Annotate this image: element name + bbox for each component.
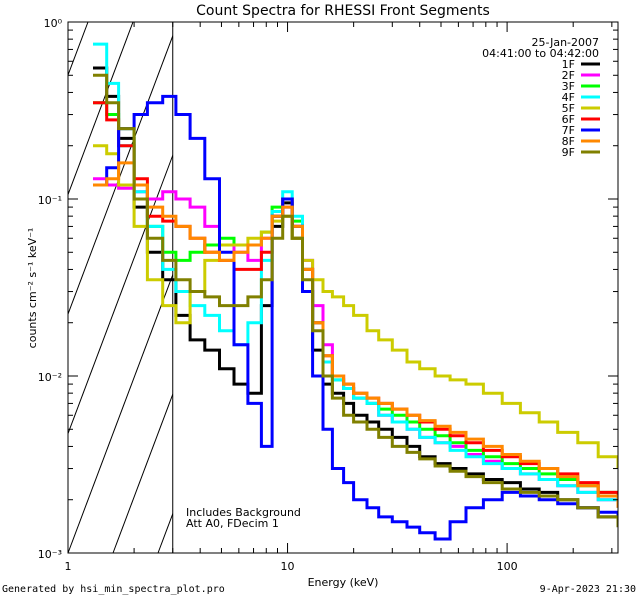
hatch-line [338, 22, 538, 553]
plot-frame [67, 21, 619, 554]
series-8F-line [93, 161, 618, 508]
legend-label-2F: 2F [562, 69, 575, 82]
legend-label-1F: 1F [562, 58, 575, 71]
date-label: 25-Jan-2007 [532, 36, 600, 49]
hatch-line [68, 153, 173, 435]
y-tick-label: 10⁻³ [38, 548, 62, 561]
series-7F-line [93, 94, 618, 541]
series-6F-line [93, 101, 618, 500]
hatch-line [112, 392, 173, 553]
hatch-line [68, 34, 173, 316]
legend-label-3F: 3F [562, 80, 575, 93]
axis-ticks [67, 21, 618, 554]
series-1F-line [93, 66, 618, 528]
hatched-region [68, 22, 640, 553]
x-tick-label: 100 [497, 560, 518, 573]
y-tick-label: 10⁻² [38, 371, 62, 384]
time-range-label: 04:41:00 to 04:42:00 [482, 47, 599, 60]
hatch-line [68, 22, 134, 196]
legend-label-9F: 9F [562, 146, 575, 159]
hatch-line [68, 22, 89, 77]
chart-title: Count Spectra for RHESSI Front Segments [196, 3, 490, 19]
y-axis-label: counts cm⁻² s⁻¹ keV⁻¹ [26, 228, 39, 349]
annotation-attenuator: Att A0, FDecim 1 [186, 517, 279, 530]
legend-label-7F: 7F [562, 124, 575, 137]
series-9F-line [93, 73, 618, 528]
series-5F-line [93, 144, 618, 469]
annotation-background: Includes Background [186, 506, 301, 519]
y-tick-label: 10⁻¹ [38, 194, 62, 207]
series-4F-line [93, 42, 618, 508]
x-axis-label: Energy (keV) [308, 576, 379, 589]
legend-label-4F: 4F [562, 91, 575, 104]
hatch-line [68, 273, 173, 553]
y-tick-label: 10⁰ [44, 17, 63, 30]
timestamp-label: 9-Apr-2023 21:30 [539, 584, 636, 595]
generated-by-label: Generated by hsi_min_spectra_plot.pro [2, 584, 225, 595]
legend-label-5F: 5F [562, 102, 575, 115]
series-3F-line [93, 101, 618, 500]
hatch-line [608, 22, 640, 553]
legend-label-8F: 8F [562, 135, 575, 148]
x-tick-label: 10 [281, 560, 295, 573]
hatch-line [157, 512, 173, 553]
hatch-line [248, 22, 448, 553]
series-2F-line [93, 177, 618, 508]
x-tick-label: 1 [65, 560, 72, 573]
legend-label-6F: 6F [562, 113, 575, 126]
